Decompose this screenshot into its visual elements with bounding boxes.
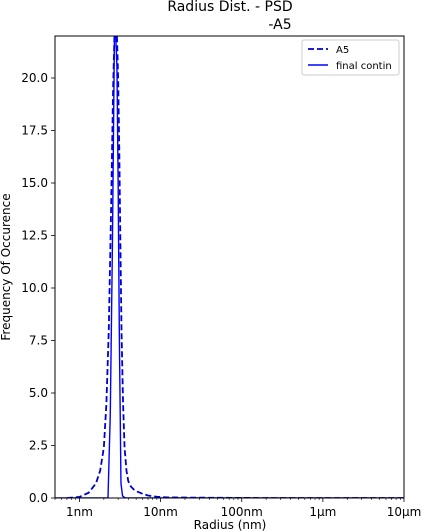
y-tick-label: 7.5 <box>29 334 48 348</box>
x-axis-label: Radius (nm) <box>194 518 267 532</box>
y-tick-label: 20.0 <box>21 71 48 85</box>
chart-title-line1: Radius Dist. - PSD <box>167 0 292 15</box>
y-tick-label: 17.5 <box>21 124 48 138</box>
series-line-final-contin <box>55 36 404 498</box>
y-tick-label: 0.0 <box>29 491 48 505</box>
y-tick-label: 12.5 <box>21 229 48 243</box>
y-tick-label: 15.0 <box>21 176 48 190</box>
legend-label-a5: A5 <box>336 45 349 56</box>
y-tick-label: 2.5 <box>29 439 48 453</box>
plot-frame <box>54 35 405 499</box>
legend-label-final-contin: final contin <box>336 61 392 72</box>
y-tick-label: 5.0 <box>29 386 48 400</box>
series-layer <box>55 36 404 498</box>
y-tick-label: 10.0 <box>21 281 48 295</box>
x-tick-label: 10nm <box>143 505 178 519</box>
x-axis: 1nm 10nm 100nm 1µm 10µm <box>54 498 422 519</box>
chart-title-line2: -A5 <box>268 17 291 33</box>
legend: A5 final contin <box>301 39 400 76</box>
y-axis-label: Frequency Of Occurence <box>0 193 13 340</box>
x-tick-label: 100nm <box>221 505 263 519</box>
x-tick-label: 1nm <box>66 505 93 519</box>
x-tick-label: 1µm <box>309 505 336 519</box>
y-axis: 0.0 2.5 5.0 7.5 10.0 12.5 15.0 17.5 20.0 <box>21 71 55 505</box>
x-tick-label: 10µm <box>387 505 422 519</box>
